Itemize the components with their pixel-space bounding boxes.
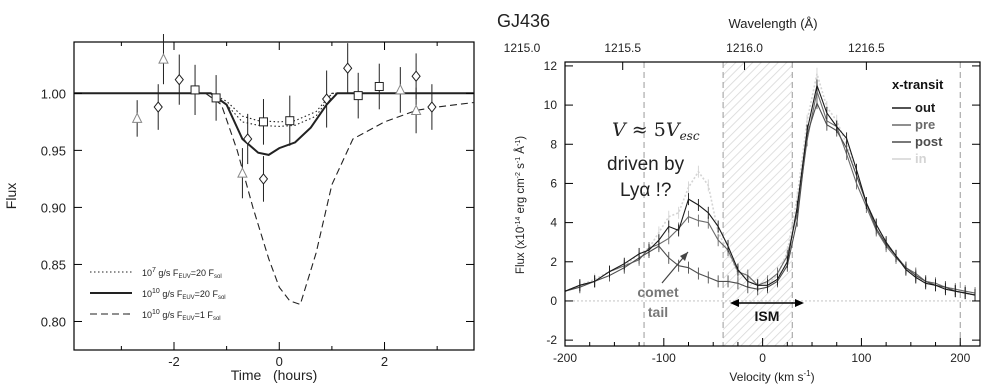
left-y-tick-label-4: 1.00 — [41, 86, 66, 101]
left-plot-frame — [73, 41, 475, 351]
right-series-layer — [564, 67, 976, 302]
left-x-axis-label: Time (hours) — [231, 367, 318, 383]
right-y-tick-label-6: 10 — [544, 98, 558, 112]
right-legend-title: x-transit — [892, 77, 944, 92]
right-top-ticks: 1215.0 1215.5 1216.0 1216.5 — [504, 41, 885, 70]
left-point-12 — [343, 62, 353, 75]
ism-arrow-right-head — [795, 299, 804, 307]
left-x-ticks: -2 0 2 — [120, 42, 438, 369]
left-y-tick-label-0: 0.80 — [41, 314, 66, 329]
left-x-tick-label-0: -2 — [168, 354, 180, 369]
right-x-tick-label-0: -200 — [553, 351, 577, 365]
right-x-tick-label-3: 100 — [851, 351, 871, 365]
left-point-16 — [411, 70, 421, 83]
left-point-15 — [395, 83, 406, 95]
ism-arrow-left-head — [730, 299, 739, 307]
right-x-tick-label-4: 200 — [950, 351, 970, 365]
right-y-axis-label: Flux (x10-14 erg cm-2 s-1 Å-1) — [514, 136, 527, 274]
left-x-tick-label-2: 2 — [381, 354, 388, 369]
left-y-tick-label-3: 0.95 — [41, 143, 66, 158]
left-x-tick-label-1: 0 — [276, 354, 283, 369]
right-x-tick-label-2: 0 — [759, 351, 766, 365]
right-top-axis-label: Wavelength (Å) — [728, 16, 817, 31]
right-top-tick-label-3: 1216.5 — [848, 41, 885, 55]
right-top-tick-label-2: 1216.0 — [726, 41, 763, 55]
right-series-line-post — [564, 101, 976, 296]
left-point-10 — [285, 116, 295, 126]
right-y-tick-label-7: 12 — [544, 59, 558, 73]
right-y-tick-label-0: -2 — [546, 333, 557, 347]
annotation-lya: Lyα !? — [620, 180, 671, 201]
right-chart-title: GJ436 — [497, 11, 550, 31]
right-legend-label-out: out — [915, 100, 936, 115]
annotation-driven-by: driven by — [607, 154, 685, 175]
right-legend: x-transit out pre post in — [892, 77, 944, 166]
annotation-comet: comet — [637, 284, 679, 300]
right-legend-label-post: post — [915, 134, 943, 149]
comet-arrow-head — [680, 252, 688, 261]
right-legend-label-in: in — [915, 151, 927, 166]
right-y-tick-label-2: 2 — [550, 255, 557, 269]
right-legend-label-pre: pre — [915, 117, 935, 132]
left-point-0 — [131, 112, 143, 123]
left-y-tick-label-1: 0.85 — [41, 257, 66, 272]
left-series-layer — [74, 92, 475, 306]
left-point-14 — [374, 81, 384, 91]
left-point-2 — [158, 52, 169, 64]
left-legend-label-0: 107 g/s FEUV=20 Fsol — [142, 267, 222, 280]
left-point-13 — [353, 91, 363, 101]
left-chart: -2 0 2 0.80 0.85 0.90 0.95 1.00 Time (hours) F… — [3, 34, 475, 383]
right-x-ticks: -200 -100 0 100 200 — [553, 338, 971, 365]
left-point-5 — [211, 93, 221, 103]
left-point-7 — [243, 133, 253, 145]
annotation-velocity: V ≈ 5Vesc — [612, 119, 700, 143]
left-legend-label-1: 1010 g/s FEUV=20 Fsol — [142, 288, 226, 301]
annotation-tail: tail — [648, 304, 668, 320]
left-point-17 — [410, 104, 422, 115]
ism-region-band — [723, 62, 793, 346]
left-y-tick-label-2: 0.90 — [41, 200, 66, 215]
right-y-tick-label-5: 8 — [550, 137, 557, 151]
right-y-tick-label-4: 6 — [550, 176, 557, 190]
left-point-4 — [190, 85, 200, 95]
right-y-tick-label-3: 4 — [550, 216, 557, 230]
left-points-layer — [131, 34, 437, 202]
right-x-tick-label-1: -100 — [652, 351, 676, 365]
right-x-axis-label: Velocity (km s-1) — [729, 369, 814, 384]
left-point-9 — [258, 173, 269, 185]
right-series-line-pre — [564, 89, 976, 294]
left-legend-label-2: 1010 g/s FEUV=1 Fsol — [142, 309, 221, 322]
right-background-layer — [565, 62, 980, 346]
right-y-tick-label-1: 0 — [550, 294, 557, 308]
right-chart: GJ436 Wavelength (Å) -200 -100 0 100 200 -20… — [497, 11, 981, 384]
right-y-ticks: -2 0 2 4 6 8 10 12 — [544, 59, 980, 347]
left-legend: 107 g/s FEUV=20 Fsol 1010 g/s FEUV=20 Fso… — [90, 267, 226, 322]
left-y-axis-label: Flux — [3, 183, 19, 209]
left-point-11 — [321, 93, 332, 105]
right-top-tick-label-1: 1215.5 — [604, 41, 641, 55]
left-series-line-3 — [74, 92, 475, 306]
right-series-line-out — [564, 83, 976, 296]
left-point-1 — [153, 101, 163, 113]
left-point-3 — [174, 73, 184, 86]
left-point-8 — [258, 117, 268, 127]
right-top-tick-label-0: 1215.0 — [504, 41, 541, 55]
left-y-ticks: 0.80 0.85 0.90 0.95 1.00 — [41, 86, 474, 329]
left-series-line-2 — [74, 92, 474, 156]
left-series-line-1 — [74, 92, 474, 123]
left-point-6 — [237, 167, 248, 178]
annotation-ism: ISM — [755, 308, 780, 324]
right-plot-frame — [564, 61, 981, 347]
left-point-18 — [427, 101, 437, 113]
